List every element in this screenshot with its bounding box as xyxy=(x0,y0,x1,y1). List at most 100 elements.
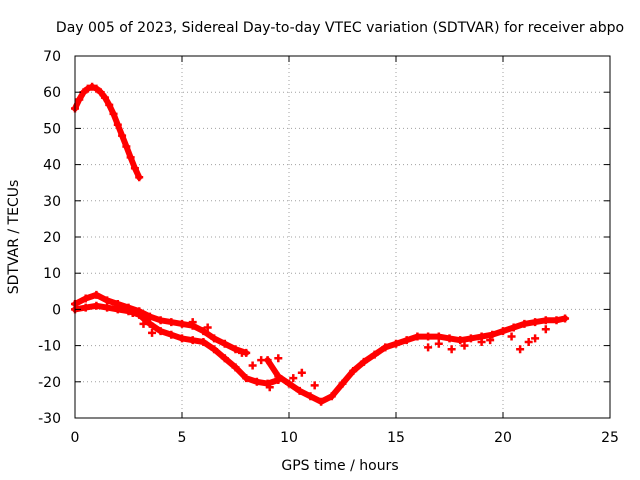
x-tick-label: 25 xyxy=(601,430,619,446)
data-point xyxy=(531,318,540,327)
data-point xyxy=(178,334,186,343)
data-point xyxy=(167,330,176,339)
data-point xyxy=(199,327,208,336)
data-point xyxy=(126,153,135,162)
data-point xyxy=(516,345,525,354)
data-point xyxy=(118,131,127,140)
data-point xyxy=(128,309,137,318)
y-tick-label: 20 xyxy=(43,230,61,246)
data-point xyxy=(203,323,212,332)
data-point xyxy=(434,332,443,341)
x-axis-label: GPS time / hours xyxy=(281,458,398,474)
data-point xyxy=(92,84,101,93)
data-point xyxy=(541,325,550,334)
data-point xyxy=(424,332,433,341)
data-point xyxy=(507,332,516,341)
data-point xyxy=(81,303,90,312)
series-upper-band xyxy=(71,290,251,357)
data-point xyxy=(167,318,176,327)
data-point xyxy=(88,82,97,91)
x-tick-label: 15 xyxy=(387,430,405,446)
data-point xyxy=(295,386,304,395)
data-point xyxy=(274,354,283,363)
y-tick-label: -30 xyxy=(38,411,61,427)
data-point xyxy=(113,305,122,314)
series-scattered xyxy=(128,309,550,392)
data-point xyxy=(289,374,298,383)
data-point xyxy=(83,84,92,93)
data-point xyxy=(445,334,454,343)
data-point xyxy=(248,361,257,370)
data-point xyxy=(359,357,368,366)
data-point xyxy=(156,327,165,336)
data-point xyxy=(499,327,507,336)
data-point xyxy=(109,109,118,118)
data-point xyxy=(285,379,293,388)
data-point xyxy=(100,93,109,102)
chart-title: Day 005 of 2023, Sidereal Day-to-day VTE… xyxy=(56,20,624,36)
series-line xyxy=(72,83,143,181)
data-point xyxy=(310,381,319,390)
data-point xyxy=(92,290,101,299)
data-point xyxy=(402,336,411,345)
y-axis-ticks: -30 -20 -10 0 10 20 30 40 50 60 70 xyxy=(38,49,610,427)
data-point xyxy=(242,374,251,383)
data-point xyxy=(145,312,154,321)
data-point xyxy=(122,142,131,151)
x-tick-label: 5 xyxy=(178,430,187,446)
data-point xyxy=(124,307,133,316)
data-point xyxy=(257,356,266,365)
y-tick-label: 60 xyxy=(43,85,61,101)
data-point xyxy=(92,301,101,310)
data-point xyxy=(231,363,240,372)
data-point xyxy=(381,343,390,352)
y-tick-label: -10 xyxy=(38,339,61,355)
y-axis-label: SDTVAR / TECUs xyxy=(6,180,22,295)
data-point xyxy=(434,339,443,348)
y-tick-label: -20 xyxy=(38,375,61,391)
data-point xyxy=(274,372,283,381)
data-point xyxy=(306,392,315,401)
series-line xyxy=(72,302,282,387)
series-main-trough xyxy=(263,314,570,406)
data-point xyxy=(370,350,379,359)
grid-lines xyxy=(75,56,610,418)
data-point xyxy=(210,334,219,343)
data-point xyxy=(524,337,533,346)
y-tick-label: 40 xyxy=(43,158,61,174)
data-point xyxy=(130,164,139,173)
data-point xyxy=(327,392,336,401)
data-point xyxy=(81,294,90,303)
data-point xyxy=(135,173,144,182)
data-point xyxy=(199,337,208,346)
data-point xyxy=(424,343,433,352)
data-point xyxy=(456,336,465,345)
x-tick-label: 10 xyxy=(280,430,298,446)
data-point xyxy=(188,318,197,327)
data-point xyxy=(317,397,326,406)
y-tick-label: 70 xyxy=(43,49,61,65)
data-point xyxy=(561,314,570,323)
x-tick-label: 0 xyxy=(71,430,80,446)
data-point xyxy=(520,319,529,328)
data-point xyxy=(265,383,274,392)
x-tick-label: 20 xyxy=(494,430,512,446)
data-series xyxy=(71,82,570,406)
data-point xyxy=(210,345,219,354)
data-point xyxy=(297,368,306,377)
data-point xyxy=(349,366,358,375)
data-point xyxy=(220,354,229,363)
data-point xyxy=(148,328,157,337)
data-point xyxy=(392,339,400,348)
series-high-arc xyxy=(71,82,144,182)
series-lower-band xyxy=(71,301,283,388)
y-tick-label: 30 xyxy=(43,194,61,210)
data-point xyxy=(413,332,422,341)
data-point xyxy=(178,319,186,328)
data-point xyxy=(486,336,495,345)
data-point xyxy=(220,339,229,348)
data-point xyxy=(552,316,561,325)
data-point xyxy=(541,316,550,325)
x-axis-ticks: 0 5 10 15 20 25 xyxy=(71,56,619,446)
data-point xyxy=(105,100,114,109)
